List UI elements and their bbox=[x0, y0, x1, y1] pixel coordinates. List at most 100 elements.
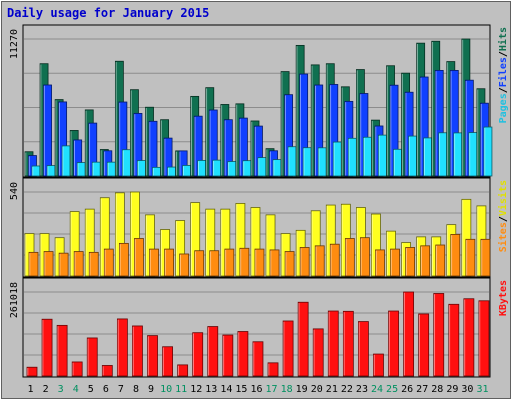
bar-kbytes-day-21 bbox=[327, 310, 339, 377]
bar-kbytes-day-24 bbox=[373, 353, 384, 377]
day-label: 30 bbox=[461, 384, 473, 395]
bar-kbytes-day-3 bbox=[56, 324, 68, 377]
bar-kbytes-day-26 bbox=[403, 291, 415, 377]
bar-sites-day-15 bbox=[239, 247, 250, 277]
bar-sites-day-13 bbox=[209, 250, 220, 277]
bar-kbytes-day-28 bbox=[433, 293, 445, 377]
bar-kbytes-day-14 bbox=[222, 334, 234, 377]
chart-title: Daily usage for January 2015 bbox=[7, 6, 209, 20]
bar-sites-day-8 bbox=[134, 238, 144, 277]
legend-entry: / bbox=[498, 216, 509, 222]
day-label: 28 bbox=[431, 384, 443, 395]
bar-kbytes-day-13 bbox=[207, 326, 219, 377]
bar-sites-day-22 bbox=[344, 238, 355, 277]
bar-kbytes-day-27 bbox=[418, 313, 430, 377]
bar-sites-day-5 bbox=[88, 251, 99, 277]
bar-kbytes-day-15 bbox=[237, 331, 249, 377]
day-label: 8 bbox=[133, 384, 139, 395]
day-label: 26 bbox=[401, 384, 413, 395]
day-label: 9 bbox=[148, 384, 154, 395]
legend-entry: Hits bbox=[497, 27, 509, 51]
bar-sites-day-17 bbox=[269, 249, 280, 277]
day-label: 15 bbox=[235, 384, 247, 395]
bar-sites-day-18 bbox=[284, 251, 295, 277]
bar-sites-day-3 bbox=[58, 252, 69, 277]
bar-sites-day-25 bbox=[390, 248, 400, 277]
bar-sites-day-30 bbox=[465, 238, 476, 277]
day-label: 18 bbox=[281, 384, 293, 395]
day-label: 6 bbox=[103, 384, 109, 395]
bar-kbytes-day-9 bbox=[147, 335, 158, 377]
bar-sites-day-7 bbox=[118, 242, 129, 277]
legend-entry: Sites bbox=[497, 222, 509, 252]
bar-sites-day-9 bbox=[149, 248, 159, 277]
bar-sites-day-31 bbox=[480, 238, 491, 277]
bar-sites-day-24 bbox=[375, 249, 385, 277]
bar-sites-day-10 bbox=[164, 248, 174, 277]
legend-kbytes: KBytes bbox=[498, 280, 509, 316]
day-label: 4 bbox=[73, 384, 79, 395]
bar-kbytes-day-19 bbox=[297, 301, 309, 377]
day-label: 25 bbox=[386, 384, 398, 395]
bar-sites-day-14 bbox=[224, 248, 235, 277]
day-label: 17 bbox=[266, 384, 278, 395]
bar-sites-day-16 bbox=[254, 248, 265, 277]
bar-kbytes-day-8 bbox=[132, 325, 143, 377]
day-label: 23 bbox=[356, 384, 368, 395]
day-label: 7 bbox=[118, 384, 124, 395]
day-label: 29 bbox=[446, 384, 458, 395]
bar-kbytes-day-10 bbox=[162, 346, 173, 377]
bar-kbytes-day-12 bbox=[192, 332, 204, 377]
bar-kbytes-day-25 bbox=[388, 310, 399, 377]
bar-sites-day-23 bbox=[360, 237, 370, 277]
day-label: 3 bbox=[58, 384, 64, 395]
bar-kbytes-day-20 bbox=[312, 328, 324, 377]
bar-kbytes-day-31 bbox=[478, 300, 490, 377]
day-label: 12 bbox=[190, 384, 202, 395]
bar-kbytes-day-5 bbox=[86, 337, 98, 377]
bar-sites-day-19 bbox=[299, 247, 310, 277]
day-label: 13 bbox=[205, 384, 217, 395]
bar-pages-day-31 bbox=[483, 126, 493, 177]
bar-sites-day-26 bbox=[405, 247, 416, 277]
bar-kbytes-day-4 bbox=[71, 361, 83, 377]
bar-kbytes-day-1 bbox=[26, 366, 38, 377]
bar-kbytes-day-17 bbox=[267, 362, 279, 377]
bar-sites-day-12 bbox=[194, 250, 205, 277]
bar-kbytes-day-2 bbox=[41, 318, 53, 377]
bar-sites-day-11 bbox=[179, 253, 190, 277]
scale-max-label: 11270 bbox=[9, 29, 20, 59]
bar-sites-day-29 bbox=[450, 234, 461, 277]
day-label: 20 bbox=[311, 384, 323, 395]
legend-entry: Pages bbox=[498, 93, 509, 123]
bar-kbytes-day-22 bbox=[342, 310, 354, 377]
day-label: 11 bbox=[175, 384, 187, 395]
bar-kbytes-day-16 bbox=[252, 341, 264, 377]
day-label: 5 bbox=[88, 384, 94, 395]
legend-entry: KBytes bbox=[498, 280, 509, 316]
bar-kbytes-day-6 bbox=[101, 365, 113, 377]
day-label: 27 bbox=[416, 384, 428, 395]
bar-sites-day-6 bbox=[103, 248, 114, 277]
bar-kbytes-day-29 bbox=[448, 303, 460, 377]
scale-max-label: 261018 bbox=[9, 282, 20, 318]
bar-kbytes-day-23 bbox=[358, 321, 369, 377]
legend-hits-files-pages: Pages/Files/Hits bbox=[497, 27, 509, 123]
legend-entry: / bbox=[498, 51, 509, 57]
bar-kbytes-day-18 bbox=[282, 320, 294, 377]
legend-entry: Visits bbox=[497, 180, 509, 216]
day-label: 21 bbox=[326, 384, 338, 395]
bar-sites-day-21 bbox=[329, 243, 340, 277]
day-label: 2 bbox=[43, 384, 49, 395]
bar-sites-day-2 bbox=[43, 251, 54, 277]
scale-max-label: 540 bbox=[9, 182, 20, 200]
day-label: 10 bbox=[160, 384, 172, 395]
legend-entry: / bbox=[498, 87, 509, 93]
day-label: 14 bbox=[220, 384, 232, 395]
day-label: 1 bbox=[28, 384, 34, 395]
bar-kbytes-day-11 bbox=[177, 364, 189, 377]
legend-visits-sites: Sites/Visits bbox=[497, 180, 509, 252]
